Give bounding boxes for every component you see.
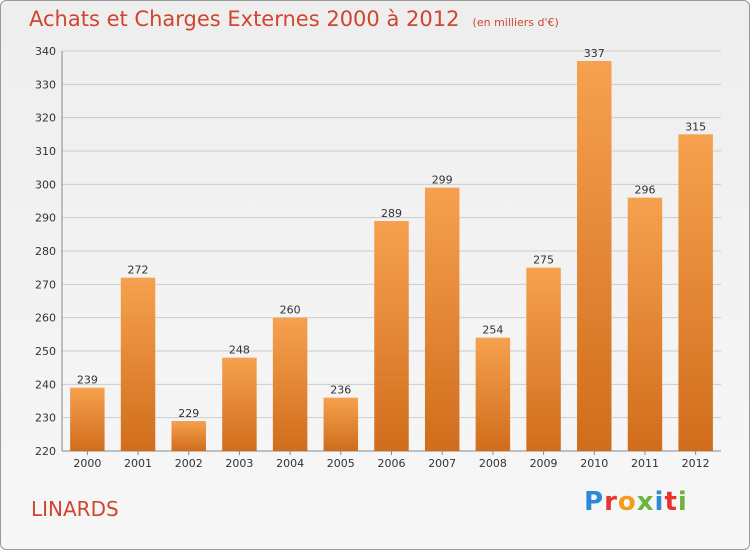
bar	[627, 197, 663, 451]
x-tick-label: 2002	[175, 457, 203, 470]
proxiti-logo: Proxiti	[584, 487, 688, 517]
x-tick-label: 2011	[631, 457, 659, 470]
y-tick-label: 220	[35, 445, 56, 458]
bar	[323, 397, 359, 451]
y-tick-label: 310	[35, 145, 56, 158]
x-tick-label: 2008	[479, 457, 507, 470]
x-tick-label: 2007	[428, 457, 456, 470]
bar	[272, 317, 308, 451]
bar-value-label: 229	[178, 407, 199, 420]
y-tick-label: 290	[35, 212, 56, 225]
y-tick-label: 270	[35, 278, 56, 291]
bar-value-label: 315	[685, 120, 706, 133]
town-name: LINARDS	[31, 497, 119, 521]
x-tick-label: 2006	[378, 457, 406, 470]
x-tick-label: 2010	[580, 457, 608, 470]
y-tick-label: 230	[35, 412, 56, 425]
y-tick-label: 300	[35, 178, 56, 191]
bar-value-label: 254	[482, 324, 503, 337]
logo-letter: x	[636, 487, 655, 517]
bar-value-label: 299	[432, 174, 453, 187]
chart-unit-note: (en milliers d'€)	[472, 16, 559, 29]
chart-title-main: Achats et Charges Externes 2000 à 2012	[29, 7, 460, 31]
bar-value-label: 260	[280, 304, 301, 317]
y-tick-label: 250	[35, 345, 56, 358]
logo-letter: o	[617, 487, 637, 517]
bar-value-label: 236	[330, 384, 351, 397]
logo-letter: i	[677, 487, 688, 517]
x-tick-label: 2005	[327, 457, 355, 470]
y-tick-label: 280	[35, 245, 56, 258]
bar-value-label: 289	[381, 207, 402, 220]
bar	[70, 387, 105, 451]
y-tick-label: 320	[35, 112, 56, 125]
bar	[475, 337, 511, 451]
bar-value-label: 337	[584, 47, 605, 60]
chart-title: Achats et Charges Externes 2000 à 2012 (…	[29, 7, 559, 31]
bar	[577, 61, 612, 451]
bar	[120, 277, 156, 451]
bar	[374, 221, 409, 451]
logo-letter: r	[604, 487, 618, 517]
logo-letter: P	[584, 487, 605, 517]
x-tick-label: 2000	[73, 457, 101, 470]
bar	[171, 421, 206, 451]
bar	[526, 267, 561, 451]
x-tick-label: 2009	[530, 457, 558, 470]
x-tick-label: 2001	[124, 457, 152, 470]
x-tick-label: 2003	[225, 457, 253, 470]
y-tick-label: 330	[35, 78, 56, 91]
bar	[678, 134, 713, 452]
y-tick-label: 260	[35, 312, 56, 325]
logo-letter: i	[654, 487, 665, 517]
x-tick-label: 2004	[276, 457, 304, 470]
logo-letter: t	[664, 487, 678, 517]
y-tick-label: 240	[35, 378, 56, 391]
bar-value-label: 239	[77, 374, 98, 387]
bar-value-label: 248	[229, 344, 250, 357]
bar-value-label: 275	[533, 254, 554, 267]
bar	[222, 357, 257, 451]
y-tick-label: 340	[35, 45, 56, 58]
bar-value-label: 272	[128, 264, 149, 277]
bar	[424, 187, 460, 451]
x-tick-label: 2012	[682, 457, 710, 470]
bar-value-label: 296	[634, 184, 655, 197]
